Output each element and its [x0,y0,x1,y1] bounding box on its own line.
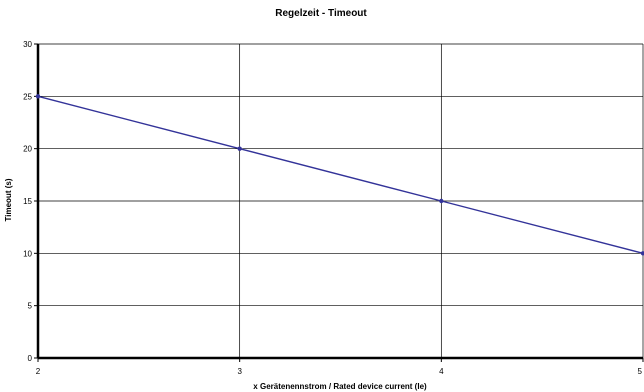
series-line [37,95,644,255]
x-tick-label: 5 [638,367,643,376]
x-tick-label: 2 [36,367,41,376]
x-axis-label: x Gerätenennstrom / Rated device current… [253,382,427,391]
y-tick-label: 20 [23,145,32,154]
data-point [35,94,41,99]
y-tick-label: 30 [23,40,32,49]
data-point [640,251,644,256]
y-axis-label: Timeout (s) [4,178,13,221]
data-point [237,146,242,151]
y-tick-label: 5 [28,302,33,311]
ticks-layer: 0 5 10 15 20 25 30 2 3 4 5 [23,40,644,376]
y-tick-label: 10 [23,249,32,258]
data-point [439,198,444,204]
y-tick-label: 25 [23,92,32,101]
y-tick-label: 0 [28,354,33,363]
x-tick-label: 4 [439,367,444,376]
chart-title: Regelzeit - Timeout [275,8,367,19]
series-layer [35,94,644,256]
y-tick-label: 15 [23,197,32,206]
grid-layer [38,43,644,358]
x-tick-label: 3 [237,367,242,376]
